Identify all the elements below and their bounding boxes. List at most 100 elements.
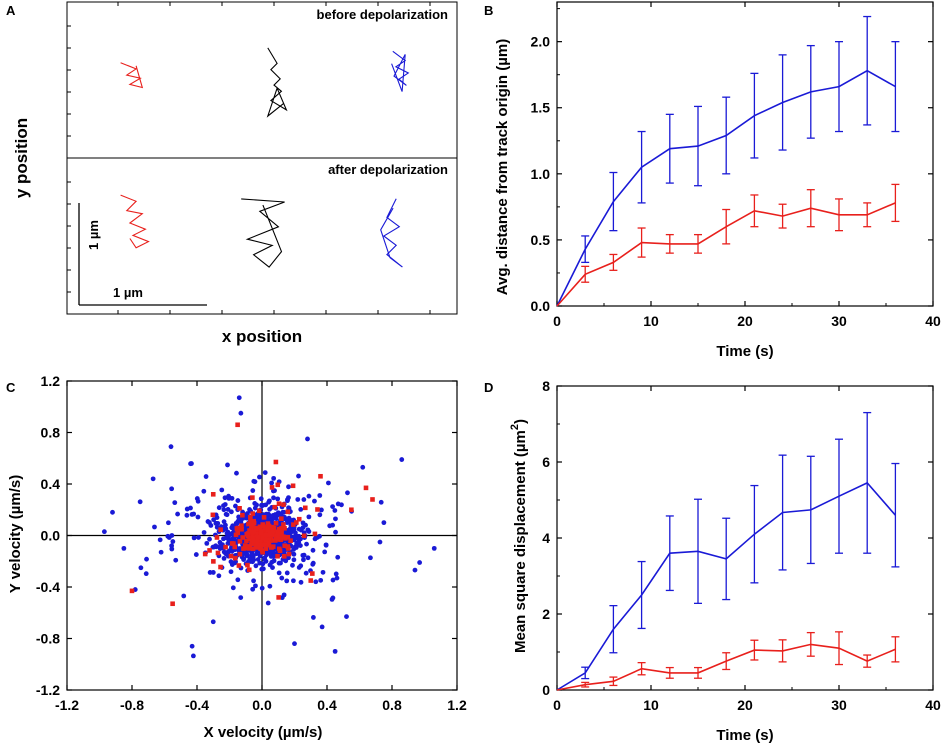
after-depolarization-label: after depolarization bbox=[328, 162, 448, 177]
panel-c-point-blue bbox=[368, 555, 373, 561]
panel-c-point-blue bbox=[170, 539, 176, 544]
panel-c-point-red bbox=[247, 544, 253, 549]
panel-label-c: C bbox=[6, 380, 16, 395]
panel-c-point-blue bbox=[232, 560, 238, 566]
panel-c-point-red bbox=[310, 571, 315, 576]
panel-c-x-label: X velocity (µm/s) bbox=[204, 724, 323, 741]
panel-c-point-blue bbox=[225, 462, 230, 468]
panel-c-point-red bbox=[228, 553, 234, 559]
panel-c-point-blue bbox=[296, 526, 302, 532]
scale-bar-y-label: 1 µm bbox=[86, 220, 101, 250]
panel-c-point-blue bbox=[304, 541, 309, 547]
panel-c-point-blue bbox=[233, 503, 238, 509]
panel-c-point-blue bbox=[281, 592, 287, 598]
panel-c-point-red bbox=[370, 497, 375, 502]
panel-c-point-blue bbox=[228, 569, 234, 575]
panel-b-y-tick-label: 0.5 bbox=[531, 232, 551, 248]
panel-a-y-label: y position bbox=[12, 118, 31, 198]
panel-c-point-blue bbox=[262, 470, 268, 476]
panel-c-point-red bbox=[260, 542, 266, 548]
panel-c-point-blue bbox=[300, 552, 306, 558]
panel-c-point-red bbox=[281, 554, 287, 559]
panel-c-point-blue bbox=[298, 579, 304, 585]
panel-c-point-blue bbox=[286, 495, 291, 501]
panel-c-point-blue bbox=[201, 530, 207, 535]
panel-c-point-blue bbox=[225, 529, 231, 535]
panel-c-point-red bbox=[264, 532, 269, 538]
panel-c-axes: -1.2 -0.8 -0.4 0.0 0.4 0.8 1.2 -1.2 -0.8 -0.4 0.0 0… bbox=[36, 373, 467, 713]
panel-c: -1.2 -0.8 -0.4 0.0 0.4 0.8 1.2 -1.2 -0.8 -0.4 0.0 0… bbox=[7, 373, 467, 741]
panel-c-point-blue bbox=[241, 557, 247, 562]
panel-c-point-red bbox=[239, 526, 244, 532]
panel-c-point-blue bbox=[237, 516, 243, 522]
panel-c-point-red bbox=[312, 531, 318, 537]
panel-c-point-red bbox=[281, 502, 286, 507]
panel-c-point-blue bbox=[234, 521, 240, 527]
panel-c-point-blue bbox=[276, 570, 282, 576]
panel-c-point-blue bbox=[330, 577, 336, 583]
panel-c-point-red bbox=[242, 543, 248, 548]
panel-c-point-red bbox=[218, 564, 223, 570]
panel-c-point-blue bbox=[226, 496, 232, 501]
panel-c-point-blue bbox=[296, 473, 301, 479]
panel-c-point-blue bbox=[290, 578, 296, 584]
panel-c-point-red bbox=[265, 527, 271, 532]
panel-c-point-blue bbox=[271, 495, 276, 501]
panel-c-point-red bbox=[272, 533, 277, 538]
panel-c-point-blue bbox=[399, 457, 405, 462]
panel-c-point-blue bbox=[260, 561, 266, 567]
panel-c-point-red bbox=[214, 535, 220, 540]
panel-c-y-tick-label: 1.2 bbox=[41, 373, 61, 389]
panel-c-x-tick-label: -0.8 bbox=[120, 697, 144, 713]
panel-c-point-blue bbox=[303, 570, 309, 576]
panel-c-point-red bbox=[254, 541, 259, 547]
panel-c-point-blue bbox=[221, 507, 227, 513]
panel-c-point-blue bbox=[168, 444, 174, 450]
panel-c-point-blue bbox=[269, 480, 274, 486]
panel-c-point-blue bbox=[235, 498, 241, 503]
panel-c-point-blue bbox=[190, 653, 196, 659]
panel-c-point-blue bbox=[195, 514, 201, 520]
panel-b-x-tick-label: 10 bbox=[643, 313, 659, 329]
panel-c-point-blue bbox=[323, 542, 329, 548]
panel-b-x-tick-label: 30 bbox=[831, 313, 847, 329]
panel-c-point-red bbox=[210, 492, 216, 497]
panel-b-x-tick-label: 0 bbox=[553, 313, 561, 329]
panel-c-point-red bbox=[258, 542, 263, 548]
panel-c-point-blue bbox=[230, 585, 236, 591]
panel-c-point-red bbox=[294, 520, 299, 525]
panel-c-y-tick-label: 0.0 bbox=[41, 528, 61, 544]
panel-c-point-blue bbox=[284, 570, 290, 576]
panel-c-point-red bbox=[275, 537, 281, 542]
panel-c-point-red bbox=[250, 535, 255, 541]
panel-c-point-red bbox=[256, 527, 262, 532]
panel-c-x-tick-label: 0.0 bbox=[252, 697, 272, 713]
panel-b-y-label: Avg. distance from track origin (µm) bbox=[494, 39, 511, 295]
panel-c-point-red bbox=[301, 533, 307, 539]
panel-c-point-blue bbox=[236, 547, 242, 553]
panel-c-point-blue bbox=[377, 539, 383, 545]
panel-c-point-red bbox=[266, 537, 272, 543]
panel-c-point-blue bbox=[169, 533, 175, 538]
panel-c-point-blue bbox=[378, 499, 384, 505]
panel-c-point-blue bbox=[272, 512, 278, 517]
scale-bar-x-label: 1 µm bbox=[113, 285, 143, 300]
panel-c-point-blue bbox=[294, 540, 300, 546]
panel-c-point-blue bbox=[320, 569, 326, 575]
panel-c-point-red bbox=[257, 524, 263, 530]
panel-c-point-blue bbox=[326, 480, 331, 486]
panel-c-point-blue bbox=[213, 520, 219, 526]
panel-c-y-tick-label: -0.4 bbox=[36, 579, 60, 595]
panel-c-point-red bbox=[258, 545, 264, 551]
panel-b-y-tick-label: 2.0 bbox=[531, 34, 551, 50]
trajectory-before-red bbox=[120, 62, 144, 89]
panel-c-point-red bbox=[232, 555, 238, 561]
panel-c-point-blue bbox=[236, 395, 242, 401]
panel-c-point-blue bbox=[291, 547, 296, 552]
panel-c-point-blue bbox=[322, 549, 328, 555]
panel-c-point-red bbox=[275, 553, 280, 559]
panel-c-point-blue bbox=[270, 488, 276, 494]
panel-b-axes: 0 10 20 30 40 0.0 0.5 1.0 1.5 2.0 bbox=[531, 1, 941, 329]
panel-c-y-tick-label: -0.8 bbox=[36, 631, 60, 647]
panel-a: before depolarization after depolarizati… bbox=[12, 1, 458, 346]
